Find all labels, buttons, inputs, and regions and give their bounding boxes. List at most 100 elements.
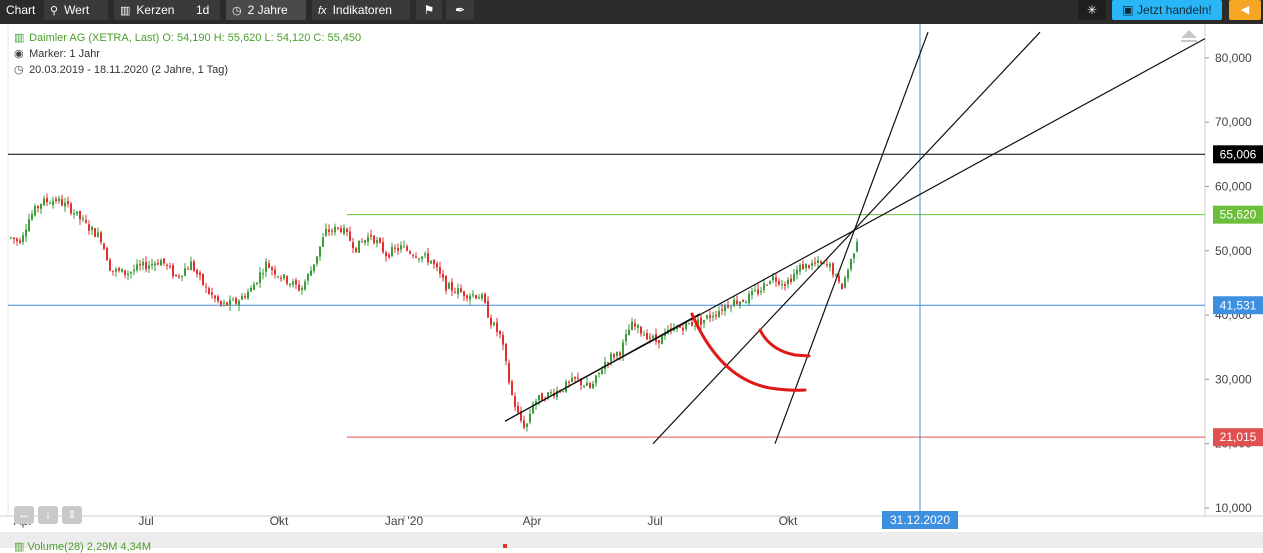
candle-body	[484, 293, 486, 303]
price-label-box	[1213, 145, 1263, 164]
chart-menu-button[interactable]: Chart	[0, 0, 40, 20]
draw-icon: ✒	[454, 3, 466, 17]
candle-body	[205, 286, 207, 288]
candle-body	[262, 273, 264, 275]
candle-body	[91, 226, 93, 231]
candle-body	[496, 322, 498, 332]
fit-height-button[interactable]: ⇕	[62, 506, 82, 524]
candle-body	[187, 268, 189, 270]
candle-body	[472, 294, 474, 296]
candle-body	[208, 288, 210, 294]
trend-line[interactable]	[652, 31, 1041, 445]
candle-body	[217, 296, 219, 302]
chart-area[interactable]: 10,00020,00030,00040,00050,00060,00070,0…	[0, 24, 1263, 553]
candle-body	[373, 235, 375, 243]
marker-icon: ◉	[14, 48, 24, 60]
interval-button[interactable]: 1d	[190, 0, 220, 20]
candle-body	[337, 227, 339, 229]
candle-body	[82, 218, 84, 220]
candle-body	[784, 284, 786, 287]
candle-body	[745, 301, 747, 304]
y-tick-label: 60,000	[1215, 180, 1252, 194]
candle-body	[169, 266, 171, 268]
candle-body	[490, 317, 492, 325]
candlestick-chart[interactable]: 10,00020,00030,00040,00050,00060,00070,0…	[0, 24, 1263, 548]
candle-body	[856, 241, 858, 252]
candle-body	[19, 240, 21, 243]
candle-body	[529, 413, 531, 422]
scroll-up-icon[interactable]	[1181, 30, 1197, 38]
candle-body	[136, 264, 138, 271]
candle-body	[631, 321, 633, 330]
candle-body	[16, 238, 18, 242]
annotation-curve[interactable]	[690, 312, 807, 392]
candle-body	[115, 269, 117, 272]
candle-body	[517, 405, 519, 413]
candle-body	[22, 235, 24, 243]
candle-body	[616, 352, 618, 356]
candle-body	[304, 281, 306, 290]
range-button[interactable]: ◷ 2 Jahre	[226, 0, 306, 20]
candle-body	[634, 323, 636, 327]
trend-line[interactable]	[504, 313, 701, 422]
indicators-button[interactable]: fx Indikatoren	[312, 0, 410, 20]
candle-body	[79, 210, 81, 220]
candle-body	[523, 420, 525, 428]
candle-body	[577, 377, 579, 379]
candle-body	[163, 258, 165, 264]
candle-body	[505, 343, 507, 362]
trade-icon: ▣	[1122, 3, 1134, 17]
legend-period-note: (2 Jahre, 1 Tag)	[151, 64, 229, 76]
x-tick-label: Jul	[647, 514, 662, 528]
collapse-panel-button[interactable]: ◀	[1229, 0, 1261, 20]
candle-body	[487, 300, 489, 318]
candle-body	[817, 260, 819, 264]
annotation-curve[interactable]	[758, 328, 811, 358]
trend-line[interactable]	[774, 31, 929, 444]
candle-body	[172, 265, 174, 277]
candle-body	[622, 342, 624, 356]
value-button[interactable]: ⚲ Wert	[44, 0, 108, 20]
candle-body	[448, 283, 450, 289]
legend-period: ◷ 20.03.2019 - 18.11.2020 (2 Jahre, 1 Ta…	[14, 62, 228, 78]
candle-body	[241, 296, 243, 300]
candle-body	[97, 232, 99, 237]
chevron-left-icon: ◀	[1240, 4, 1250, 16]
sparkle-button[interactable]: ✳	[1078, 0, 1106, 20]
fx-icon: fx	[318, 5, 327, 17]
draw-tool-button[interactable]: ✒	[446, 0, 474, 20]
candle-body	[181, 275, 183, 277]
candle-body	[52, 200, 54, 205]
candle-body	[193, 261, 195, 271]
clock-icon: ◷	[14, 64, 24, 76]
candle-body	[49, 203, 51, 205]
candle-body	[190, 261, 192, 271]
candle-body	[712, 316, 714, 318]
fit-width-button[interactable]: ↔	[14, 506, 34, 524]
candle-body	[532, 404, 534, 414]
candle-body	[46, 198, 48, 203]
x-tick-label: Apr	[523, 514, 542, 528]
candle-body	[142, 261, 144, 266]
candle-body	[67, 201, 69, 204]
y-tick-label: 50,000	[1215, 244, 1252, 258]
bookmark-button[interactable]: ⚑	[416, 0, 442, 20]
candle-body	[646, 333, 648, 340]
value-label: Wert	[64, 3, 90, 17]
candle-body	[199, 272, 201, 276]
interval-label: 1d	[196, 3, 210, 17]
crosshair-date-label: 31.12.2020	[890, 513, 950, 527]
candle-body	[748, 293, 750, 304]
candles-button[interactable]: ▥ Kerzen	[114, 0, 190, 20]
candles-icon: ▥	[14, 32, 25, 44]
candle-body	[628, 329, 630, 336]
trade-now-button[interactable]: ▣ Jetzt handeln!	[1112, 0, 1222, 20]
candle-body	[250, 287, 252, 292]
candle-body	[313, 264, 315, 271]
candle-body	[154, 263, 156, 266]
candle-body	[211, 292, 213, 295]
candle-body	[652, 335, 654, 339]
scroll-down-button[interactable]: ↓	[38, 506, 58, 524]
candle-body	[247, 291, 249, 299]
candle-body	[643, 334, 645, 336]
